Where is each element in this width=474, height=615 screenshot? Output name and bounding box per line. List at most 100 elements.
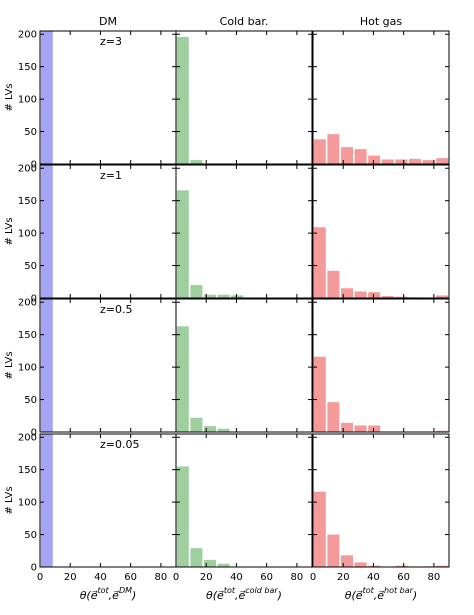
panel (175, 298, 313, 433)
panel-frame (39, 433, 177, 568)
histogram-bar (368, 155, 381, 164)
x-tick-label: 60 (397, 572, 410, 583)
histogram-bar (395, 565, 408, 567)
y-tick-label: 150 (18, 196, 37, 207)
x-axis-label-superscript: tot (363, 586, 375, 595)
x-tick-label: 20 (64, 572, 77, 583)
histogram-bar (341, 555, 353, 567)
histogram-bar (176, 466, 189, 567)
y-tick-label: 0 (31, 294, 37, 305)
histogram-bar (231, 295, 244, 298)
x-tick-label: 80 (155, 572, 168, 583)
panel-frame (175, 30, 313, 165)
y-axis-label: # LVs (4, 486, 15, 514)
y-tick-label: 150 (18, 465, 37, 476)
y-tick-label: 100 (18, 95, 37, 106)
histogram-bar (354, 149, 367, 164)
y-tick-label: 200 (18, 298, 37, 309)
histogram-bar (422, 160, 435, 164)
x-tick-label: 40 (94, 572, 107, 583)
histogram-bar (395, 159, 408, 164)
panel (312, 30, 450, 165)
y-tick-label: 100 (18, 229, 37, 240)
histogram-bar (190, 285, 203, 298)
x-axis-label-part: ,e⃗ (235, 589, 245, 602)
histogram-bar (176, 190, 189, 298)
histogram-bar (368, 565, 381, 567)
x-axis-label-part: ) (131, 589, 136, 602)
histogram-bar (40, 434, 53, 567)
histogram-bar (395, 296, 408, 298)
panel-frame (175, 164, 313, 299)
x-axis-label-part: θ(e⃗ (80, 589, 98, 602)
histogram-bar (217, 294, 230, 298)
histogram-bar (40, 31, 53, 164)
histogram-bar (436, 295, 449, 298)
histogram-bar (327, 402, 340, 432)
y-tick-label: 50 (24, 395, 37, 406)
y-tick-label: 200 (18, 30, 37, 41)
y-tick-label: 200 (18, 164, 37, 175)
y-tick-label: 150 (18, 62, 37, 73)
panel: 0 50 100 150 200 0 20 40 60 80 z=0.05 (18, 433, 177, 583)
panel-frame (39, 30, 177, 165)
x-axis-label-part: θ(e⃗ (345, 589, 363, 602)
histogram-bar (327, 534, 340, 567)
panel: 0 20 40 60 80 (310, 433, 450, 583)
x-tick-label: 0 (173, 572, 179, 583)
histogram-bar (204, 559, 216, 567)
x-axis-label: θ(e⃗tot,e⃗cold bar) (206, 586, 282, 602)
histogram-bar (217, 563, 230, 567)
y-tick-label: 50 (24, 127, 37, 138)
histogram-bar (341, 147, 353, 164)
panel-frame (312, 30, 450, 165)
x-tick-label: 40 (230, 572, 243, 583)
histogram-bar (313, 356, 326, 432)
panel: 0 50 100 150 200 z=0.5 (18, 298, 177, 439)
panel (175, 30, 313, 165)
x-axis-label-superscript: tot (98, 586, 110, 595)
histogram-bar (368, 292, 381, 298)
histogram-bar (217, 428, 230, 432)
x-axis-label: θ(e⃗tot,e⃗hot bar) (345, 586, 417, 602)
x-axis-label-part: ,e⃗ (374, 589, 384, 602)
panel-frame (39, 164, 177, 299)
redshift-label: z=0.5 (100, 303, 132, 316)
histogram-bar (409, 158, 421, 164)
y-tick-label: 0 (31, 563, 37, 574)
x-tick-label: 20 (337, 572, 350, 583)
histogram-bar (190, 417, 203, 432)
histogram-bar (381, 296, 394, 298)
panel: 0 50 100 150 200 z=3 (18, 30, 177, 171)
x-axis-label-part: ) (277, 589, 282, 602)
panel: 0 50 100 150 200 z=1 (18, 164, 177, 305)
x-tick-label: 20 (200, 572, 213, 583)
histogram-bar (40, 299, 53, 432)
panel-frame (175, 298, 313, 433)
x-axis-label: θ(e⃗tot,e⃗DM) (80, 586, 137, 602)
y-axis-label: # LVs (4, 83, 15, 111)
panel-frame (39, 298, 177, 433)
panel-frame (312, 433, 450, 568)
histogram-bar (381, 159, 394, 164)
column-title: Hot gas (360, 15, 403, 28)
panel (312, 164, 450, 299)
panel-frame (312, 164, 450, 299)
x-axis-label-part: ,e⃗ (109, 589, 119, 602)
histogram-bar (176, 36, 189, 165)
y-tick-label: 0 (31, 428, 37, 439)
histogram-bar (341, 422, 353, 432)
histogram-bar (327, 270, 340, 298)
redshift-label: z=0.05 (100, 438, 139, 451)
histogram-bar (354, 425, 367, 432)
x-tick-label: 40 (367, 572, 380, 583)
histogram-bar (327, 134, 340, 164)
panel (312, 298, 450, 433)
x-tick-label: 60 (260, 572, 273, 583)
histogram-bar (368, 425, 381, 432)
column-title: Cold bar. (220, 15, 269, 28)
histogram-bar (190, 548, 203, 567)
histogram-bar (40, 165, 53, 298)
histogram-bar (313, 491, 326, 567)
